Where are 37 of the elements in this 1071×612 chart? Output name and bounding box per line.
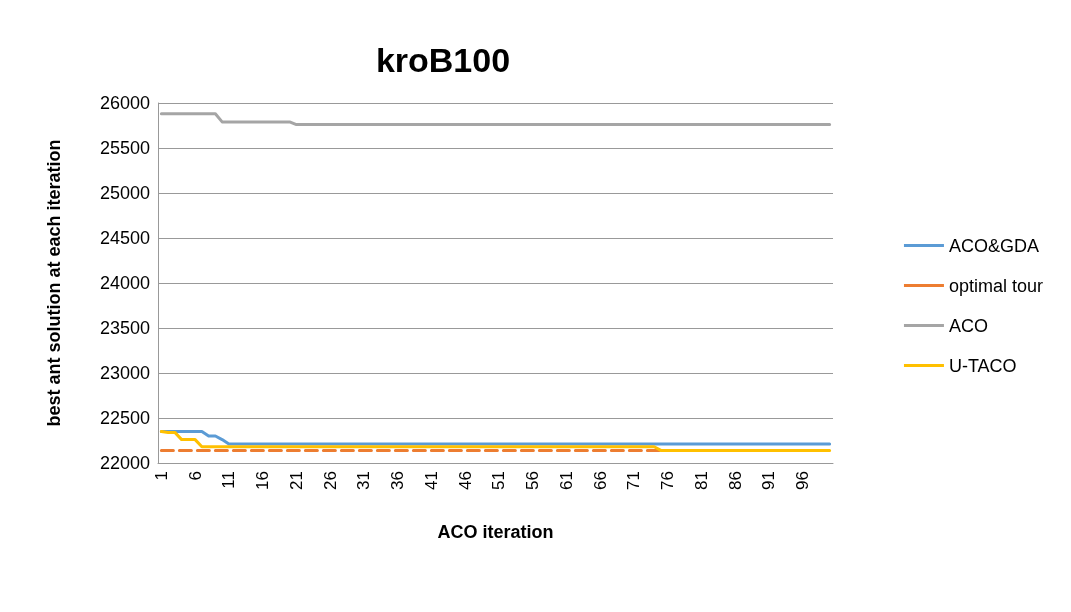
- x-tick-label: 86: [725, 471, 745, 490]
- legend-label: ACO: [948, 315, 988, 336]
- y-tick-label: 24000: [99, 273, 150, 293]
- x-tick-label: 56: [523, 471, 543, 490]
- y-tick-label: 26000: [99, 93, 150, 113]
- x-tick-label: 11: [219, 471, 239, 489]
- x-tick-label: 26: [320, 471, 340, 490]
- y-tick-label: 25500: [99, 138, 150, 158]
- x-tick-label: 76: [658, 471, 678, 490]
- y-tick-label: 23000: [99, 363, 150, 383]
- x-tick-label: 61: [556, 471, 576, 490]
- x-tick-label: 21: [286, 471, 306, 490]
- line-series: [159, 430, 832, 452]
- y-tick-label: 23500: [99, 318, 150, 338]
- legend-label: ACO&GDA: [948, 235, 1039, 256]
- legend-label: optimal tour: [948, 275, 1044, 296]
- y-tick-label: 24500: [99, 228, 150, 248]
- y-tick-label: 22000: [99, 453, 150, 473]
- x-tick-label: 1: [151, 471, 171, 481]
- y-axis-title: best ant solution at each iteration: [44, 139, 64, 427]
- y-tick-label: 25000: [99, 183, 150, 203]
- x-tick-label: 71: [624, 471, 644, 490]
- x-tick-label: 81: [691, 471, 711, 490]
- x-tick-label: 16: [253, 471, 273, 490]
- x-tick-label: 41: [421, 471, 441, 490]
- x-tick-label: 91: [759, 471, 779, 490]
- chart-title: kroB100: [375, 41, 511, 79]
- x-tick-label: 6: [185, 471, 205, 481]
- x-tick-label: 66: [590, 471, 610, 490]
- legend-label: U-TACO: [948, 355, 1017, 376]
- x-tick-label: 36: [388, 471, 408, 490]
- y-tick-label: 22500: [99, 408, 150, 428]
- x-tick-label: 51: [489, 471, 509, 490]
- x-tick-label: 96: [793, 471, 813, 490]
- x-tick-label: 31: [354, 471, 374, 490]
- x-tick-label: 46: [455, 471, 475, 490]
- x-axis-title: ACO iteration: [437, 522, 554, 542]
